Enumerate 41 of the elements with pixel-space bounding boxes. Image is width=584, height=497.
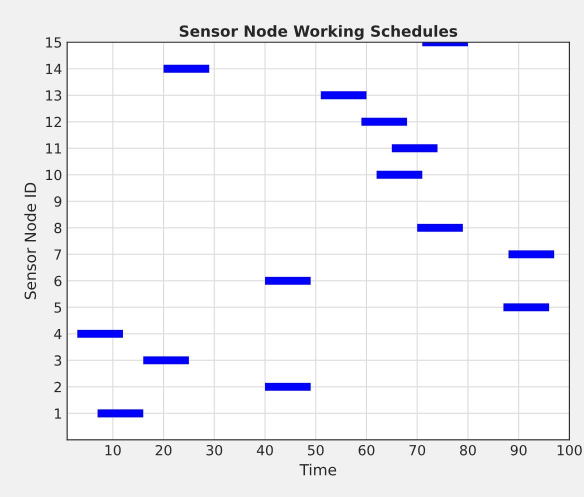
bar: [392, 144, 438, 152]
y-tick-label: 6: [54, 276, 62, 286]
y-tick-label: 10: [46, 170, 62, 180]
bar: [503, 303, 550, 312]
y-tick-label: 15: [46, 37, 62, 48]
y-axis-title: Sensor Node ID: [24, 182, 36, 300]
x-tick-label: 70: [410, 444, 426, 456]
y-tick-label: 11: [46, 143, 62, 154]
x-tick-label: 100: [558, 444, 582, 456]
y-tick-label: 13: [46, 90, 62, 101]
x-tick-label: 60: [358, 444, 374, 456]
bar: [320, 91, 366, 100]
y-tick-label: 8: [54, 222, 62, 234]
y-tick-label: 12: [46, 116, 61, 128]
x-tick-label: 90: [510, 444, 527, 456]
y-tick-label: 2: [54, 382, 61, 392]
bar: [98, 409, 144, 418]
y-tick-label: 3: [54, 355, 62, 366]
x-tick-label: 20: [156, 444, 172, 456]
y-tick-label: 5: [54, 302, 62, 313]
y-tick-label: 9: [54, 196, 62, 207]
x-axis-title: Time: [300, 464, 336, 476]
bar: [265, 276, 311, 285]
x-tick-label: 10: [106, 444, 121, 456]
bar: [361, 118, 408, 126]
bar: [143, 356, 189, 364]
y-tick-label: 1: [54, 408, 62, 419]
bar: [417, 224, 463, 232]
x-tick-label: 50: [308, 444, 324, 456]
x-tick-label: 80: [460, 444, 476, 456]
bar: [164, 64, 210, 73]
x-tick-label: 40: [256, 444, 273, 456]
y-tick-label: 4: [54, 328, 62, 340]
bar: [77, 330, 123, 338]
chart-title: Sensor Node Working Schedules: [180, 25, 458, 40]
bar: [508, 250, 554, 258]
bar: [265, 382, 311, 391]
y-tick-label: 14: [46, 64, 62, 74]
x-tick-label: 30: [206, 444, 222, 456]
y-tick-label: 7: [54, 249, 62, 260]
bar: [376, 170, 422, 179]
